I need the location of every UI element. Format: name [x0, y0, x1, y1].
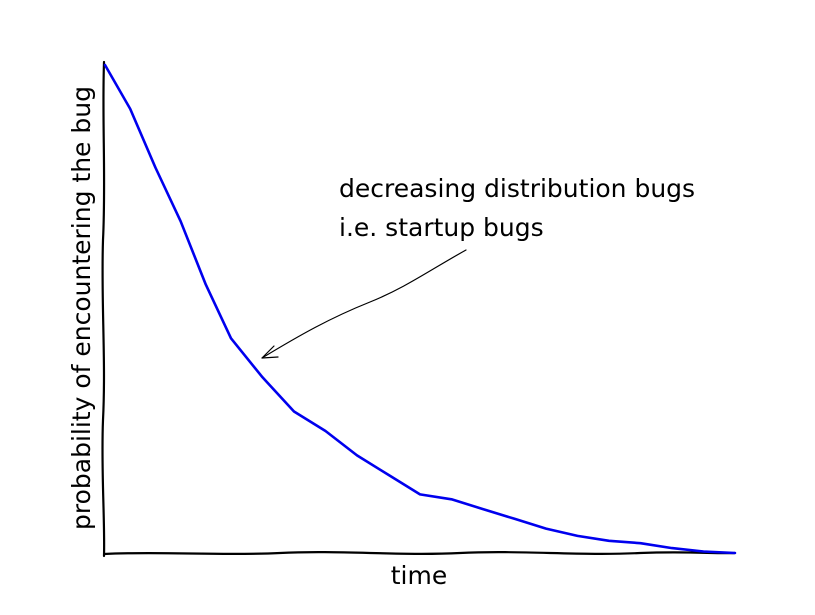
x-axis-label: time — [391, 561, 447, 590]
annotation-arrowhead — [261, 345, 279, 359]
y-axis — [101, 60, 106, 558]
series-line-0 — [103, 63, 737, 555]
x-axis — [102, 551, 737, 556]
annotation-arrow — [261, 249, 467, 359]
annotation-text-line-2: i.e. startup bugs — [339, 213, 544, 242]
series-layer — [103, 63, 737, 555]
annotation-text-line-1: decreasing distribution bugs — [339, 174, 695, 203]
y-axis-label: probability of encountering the bug — [67, 86, 96, 530]
